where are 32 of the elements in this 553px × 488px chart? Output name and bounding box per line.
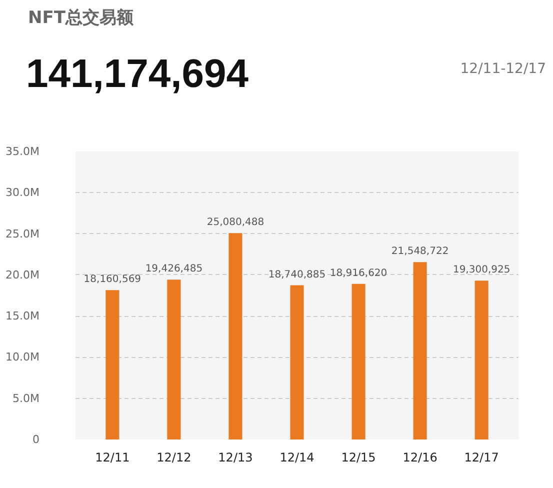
y-tick-label: 30.0M <box>6 186 40 200</box>
x-tick-label: 12/13 <box>218 450 253 464</box>
bar <box>290 285 304 440</box>
bar <box>106 290 120 440</box>
data-label: 19,300,925 <box>452 264 510 276</box>
bar <box>474 280 488 440</box>
data-label: 18,160,569 <box>84 274 142 286</box>
y-tick-label: 10.0M <box>6 350 40 364</box>
y-tick-label: 25.0M <box>6 227 40 240</box>
y-tick-label: 15.0M <box>6 310 40 323</box>
data-label: 18,740,885 <box>268 269 326 280</box>
x-tick-label: 12/12 <box>156 450 192 464</box>
data-label: 21,548,722 <box>391 246 449 258</box>
bar <box>352 284 366 440</box>
y-tick-label: 20.0M <box>6 268 40 282</box>
chart-title: NFT总交易额 <box>28 7 134 30</box>
data-label: 18,916,620 <box>330 268 388 279</box>
data-label: 25,080,488 <box>206 217 264 228</box>
x-tick-label: 12/15 <box>341 450 376 464</box>
y-tick-label: 35.0M <box>6 145 40 158</box>
bar <box>167 280 181 440</box>
text: 12/11-12/17 <box>460 60 546 79</box>
y-tick-label: 5.0M <box>12 392 40 405</box>
x-tick-label: 12/11 <box>95 450 130 464</box>
y-tick-label: 0 <box>32 433 40 446</box>
bar <box>228 233 242 440</box>
x-tick-label: 12/14 <box>280 450 314 464</box>
data-label: 19,426,485 <box>145 264 203 275</box>
x-tick-label: 12/17 <box>464 450 499 464</box>
x-tick-label: 12/16 <box>402 450 438 464</box>
bar <box>413 262 427 440</box>
chart-subtitle: 141,174,694 <box>26 51 248 98</box>
